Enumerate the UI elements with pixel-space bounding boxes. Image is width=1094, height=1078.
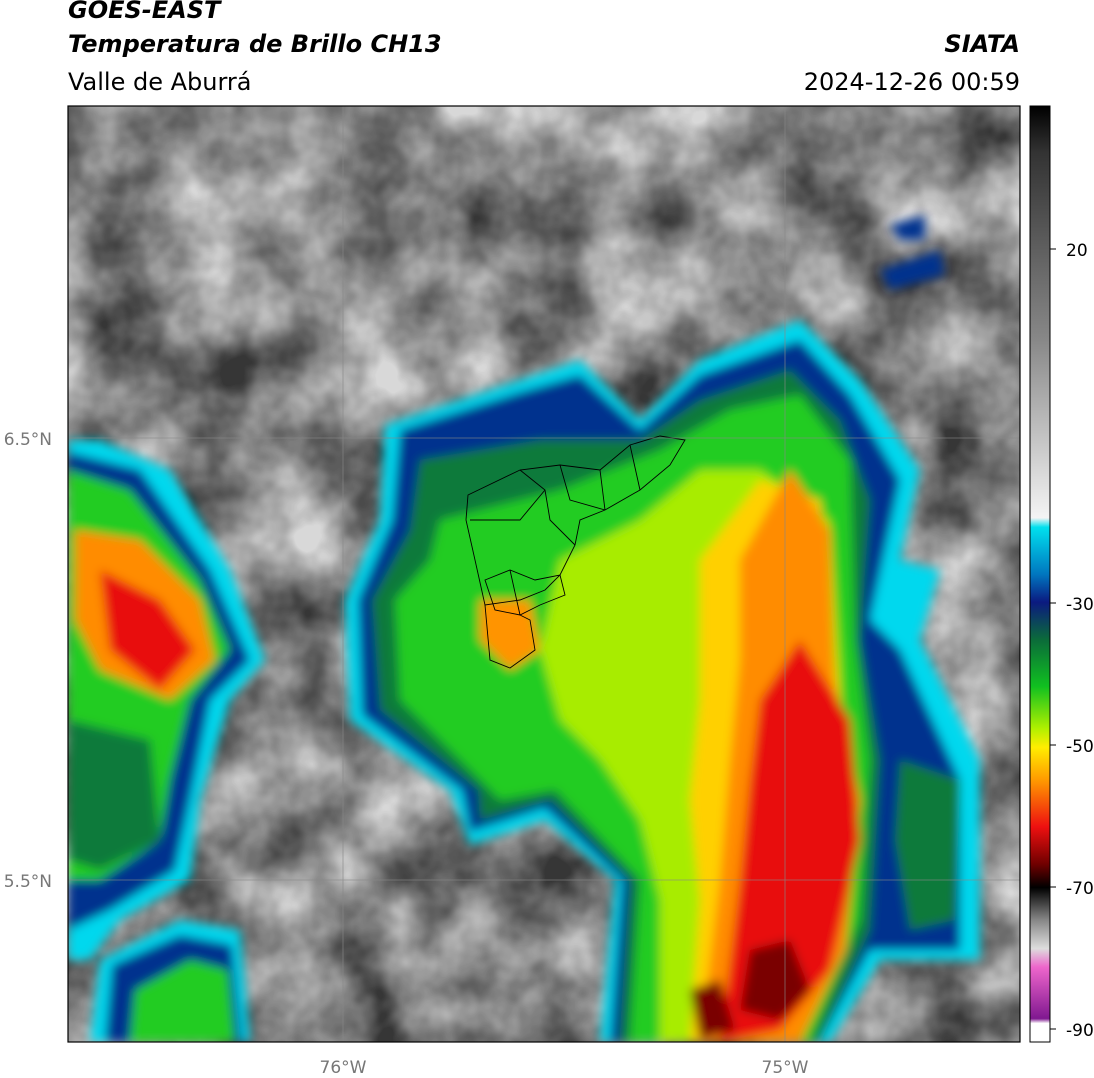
- colorbar-tick-label: -90: [1066, 1021, 1094, 1041]
- colorbar: [1029, 105, 1051, 1043]
- lat-label: 5.5°N: [4, 872, 52, 892]
- colorbar-tick-label: 20: [1066, 241, 1088, 261]
- subtitle: Temperatura de Brillo CH13: [68, 30, 442, 58]
- title: GOES-EAST: [68, 0, 221, 24]
- colorbar-tick-label: -30: [1066, 595, 1094, 615]
- map-frame: [67, 105, 1021, 1043]
- colorbar-ticks: [1050, 248, 1056, 1030]
- colorbar-tick-label: -70: [1066, 879, 1094, 899]
- lat-label: 6.5°N: [4, 430, 52, 450]
- colorbar-tick-label: -50: [1066, 737, 1094, 757]
- source: SIATA: [944, 30, 1020, 58]
- graticule: [68, 106, 1020, 1042]
- datetime: 2024-12-26 00:59: [803, 68, 1020, 96]
- satellite-image: [68, 106, 1020, 1042]
- region: Valle de Aburrá: [68, 68, 252, 96]
- lon-label: 76°W: [320, 1058, 367, 1078]
- lon-label: 75°W: [762, 1058, 809, 1078]
- municipal-boundaries: [465, 435, 686, 669]
